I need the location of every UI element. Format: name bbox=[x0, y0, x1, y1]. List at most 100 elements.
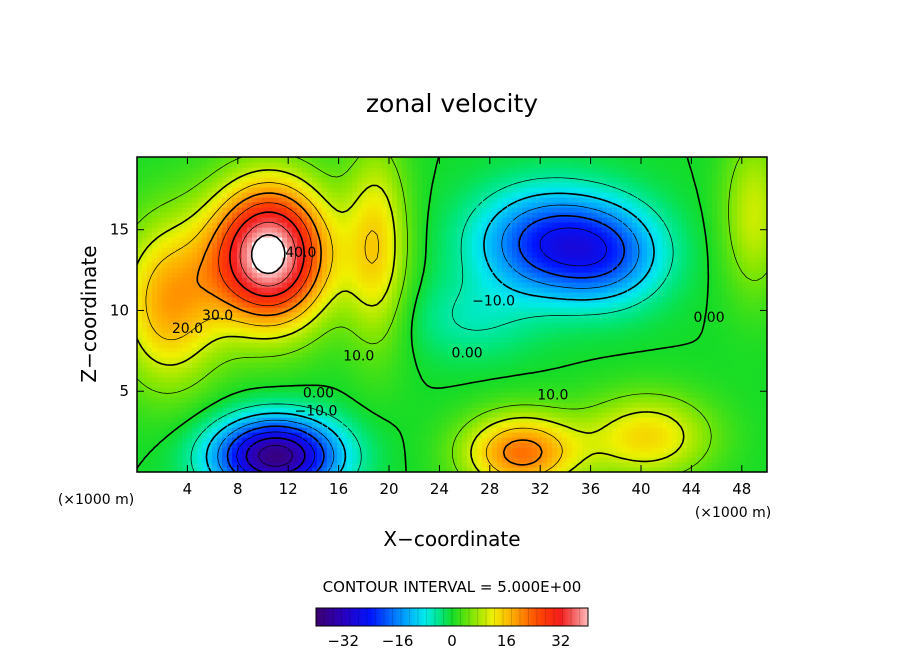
heatmap-cell bbox=[372, 377, 378, 383]
heatmap-cell bbox=[747, 312, 753, 318]
heatmap-cell bbox=[702, 392, 708, 398]
heatmap-cell bbox=[527, 457, 533, 463]
heatmap-cell bbox=[377, 287, 383, 293]
heatmap-cell bbox=[382, 332, 388, 338]
heatmap-cell bbox=[262, 432, 268, 438]
heatmap-cell bbox=[602, 417, 608, 423]
heatmap-cell bbox=[277, 457, 283, 463]
heatmap-cell bbox=[157, 387, 163, 393]
heatmap-cell bbox=[707, 332, 713, 338]
heatmap-cell bbox=[602, 407, 608, 413]
heatmap-cell bbox=[592, 427, 598, 433]
heatmap-cell bbox=[362, 347, 368, 353]
heatmap-cell bbox=[232, 302, 238, 308]
heatmap-cell bbox=[462, 272, 468, 278]
heatmap-cell bbox=[257, 327, 263, 333]
heatmap-cell bbox=[577, 407, 583, 413]
heatmap-cell bbox=[342, 427, 348, 433]
heatmap-cell bbox=[687, 312, 693, 318]
heatmap-cell bbox=[312, 337, 318, 343]
heatmap-cell bbox=[317, 387, 323, 393]
heatmap-cell bbox=[417, 397, 423, 403]
heatmap-cell bbox=[702, 367, 708, 373]
heatmap-cell bbox=[497, 277, 503, 283]
heatmap-cell bbox=[472, 467, 478, 472]
heatmap-cell bbox=[692, 322, 698, 328]
heatmap-cell bbox=[267, 287, 273, 293]
heatmap-cell bbox=[392, 442, 398, 448]
heatmap-cell bbox=[262, 337, 268, 343]
heatmap-cell bbox=[477, 417, 483, 423]
heatmap-cell bbox=[302, 442, 308, 448]
heatmap-cell bbox=[752, 322, 758, 328]
heatmap-cell bbox=[582, 417, 588, 423]
heatmap-cell bbox=[222, 427, 228, 433]
heatmap-cell bbox=[267, 422, 273, 428]
heatmap-cell bbox=[202, 402, 208, 408]
heatmap-cell bbox=[307, 297, 313, 303]
heatmap-cell bbox=[737, 462, 743, 468]
heatmap-cell bbox=[382, 287, 388, 293]
heatmap-cell bbox=[652, 452, 658, 458]
heatmap-cell bbox=[142, 337, 148, 343]
heatmap-cell bbox=[482, 307, 488, 313]
heatmap-cell bbox=[607, 322, 613, 328]
heatmap-cell bbox=[712, 377, 718, 383]
heatmap-cell bbox=[142, 362, 148, 368]
heatmap-cell bbox=[502, 432, 508, 438]
heatmap-cell bbox=[712, 442, 718, 448]
heatmap-cell bbox=[642, 327, 648, 333]
heatmap-cell bbox=[467, 467, 473, 472]
heatmap-cell bbox=[387, 312, 393, 318]
heatmap-cell bbox=[357, 327, 363, 333]
heatmap-cell bbox=[622, 312, 628, 318]
heatmap-cell bbox=[622, 437, 628, 443]
heatmap-cell bbox=[277, 427, 283, 433]
heatmap-cell bbox=[502, 292, 508, 298]
heatmap-cell bbox=[672, 282, 678, 288]
heatmap-cell bbox=[272, 297, 278, 303]
heatmap-cell bbox=[762, 302, 767, 308]
heatmap-cell bbox=[572, 357, 578, 363]
heatmap-cell bbox=[757, 362, 763, 368]
heatmap-cell bbox=[512, 332, 518, 338]
heatmap-cell bbox=[137, 457, 143, 463]
heatmap-cell bbox=[547, 332, 553, 338]
heatmap-cell bbox=[372, 367, 378, 373]
heatmap-cell bbox=[367, 382, 373, 388]
heatmap-cell bbox=[202, 457, 208, 463]
heatmap-cell bbox=[367, 457, 373, 463]
heatmap-cell bbox=[217, 452, 223, 458]
heatmap-cell bbox=[672, 337, 678, 343]
heatmap-cell bbox=[437, 312, 443, 318]
heatmap-cell bbox=[447, 437, 453, 443]
heatmap-cell bbox=[737, 457, 743, 463]
heatmap-cell bbox=[467, 402, 473, 408]
heatmap-cell bbox=[732, 312, 738, 318]
heatmap-cell bbox=[182, 372, 188, 378]
heatmap-cell bbox=[412, 352, 418, 358]
heatmap-cell bbox=[492, 322, 498, 328]
heatmap-cell bbox=[367, 377, 373, 383]
heatmap-cell bbox=[217, 327, 223, 333]
heatmap-cell bbox=[537, 342, 543, 348]
heatmap-cell bbox=[452, 442, 458, 448]
heatmap-cell bbox=[557, 342, 563, 348]
heatmap-cell bbox=[467, 412, 473, 418]
heatmap-cell bbox=[422, 417, 428, 423]
heatmap-cell bbox=[442, 402, 448, 408]
heatmap-cell bbox=[152, 377, 158, 383]
heatmap-cell bbox=[672, 322, 678, 328]
heatmap-cell bbox=[152, 462, 158, 468]
heatmap-cell bbox=[487, 457, 493, 463]
heatmap-cell bbox=[327, 372, 333, 378]
heatmap-cell bbox=[422, 297, 428, 303]
heatmap-cell bbox=[492, 362, 498, 368]
heatmap-cell bbox=[417, 457, 423, 463]
heatmap-cell bbox=[632, 432, 638, 438]
heatmap-cell bbox=[692, 422, 698, 428]
heatmap-cell bbox=[477, 387, 483, 393]
heatmap-cell bbox=[737, 372, 743, 378]
heatmap-cell bbox=[557, 282, 563, 288]
heatmap-cell bbox=[222, 422, 228, 428]
